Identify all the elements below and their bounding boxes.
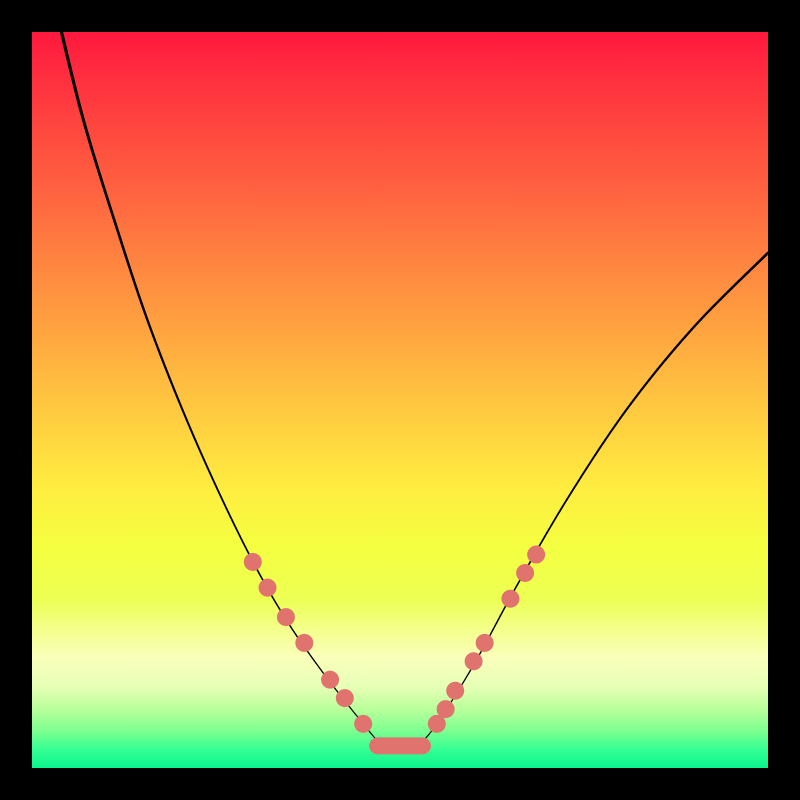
marker-dot [277, 608, 295, 626]
marker-dot [259, 579, 277, 597]
frame-border-top [0, 0, 800, 32]
v-curve-plot [32, 32, 768, 768]
marker-dot [446, 682, 464, 700]
gradient-background [32, 32, 768, 768]
frame-border-bottom [0, 768, 800, 800]
marker-dot [336, 689, 354, 707]
marker-dot [516, 564, 534, 582]
marker-dot [354, 715, 372, 733]
marker-dot [527, 546, 545, 564]
frame-border-left [0, 0, 32, 800]
marker-dot [476, 634, 494, 652]
marker-dot [501, 590, 519, 608]
chart-stage: TheBottleneck.com [0, 0, 800, 800]
marker-dot [244, 553, 262, 571]
marker-dot [295, 634, 313, 652]
frame-border-right [768, 0, 800, 800]
marker-bottom-pill [369, 737, 431, 754]
marker-dot [321, 671, 339, 689]
marker-dot [465, 652, 483, 670]
marker-dot [437, 700, 455, 718]
